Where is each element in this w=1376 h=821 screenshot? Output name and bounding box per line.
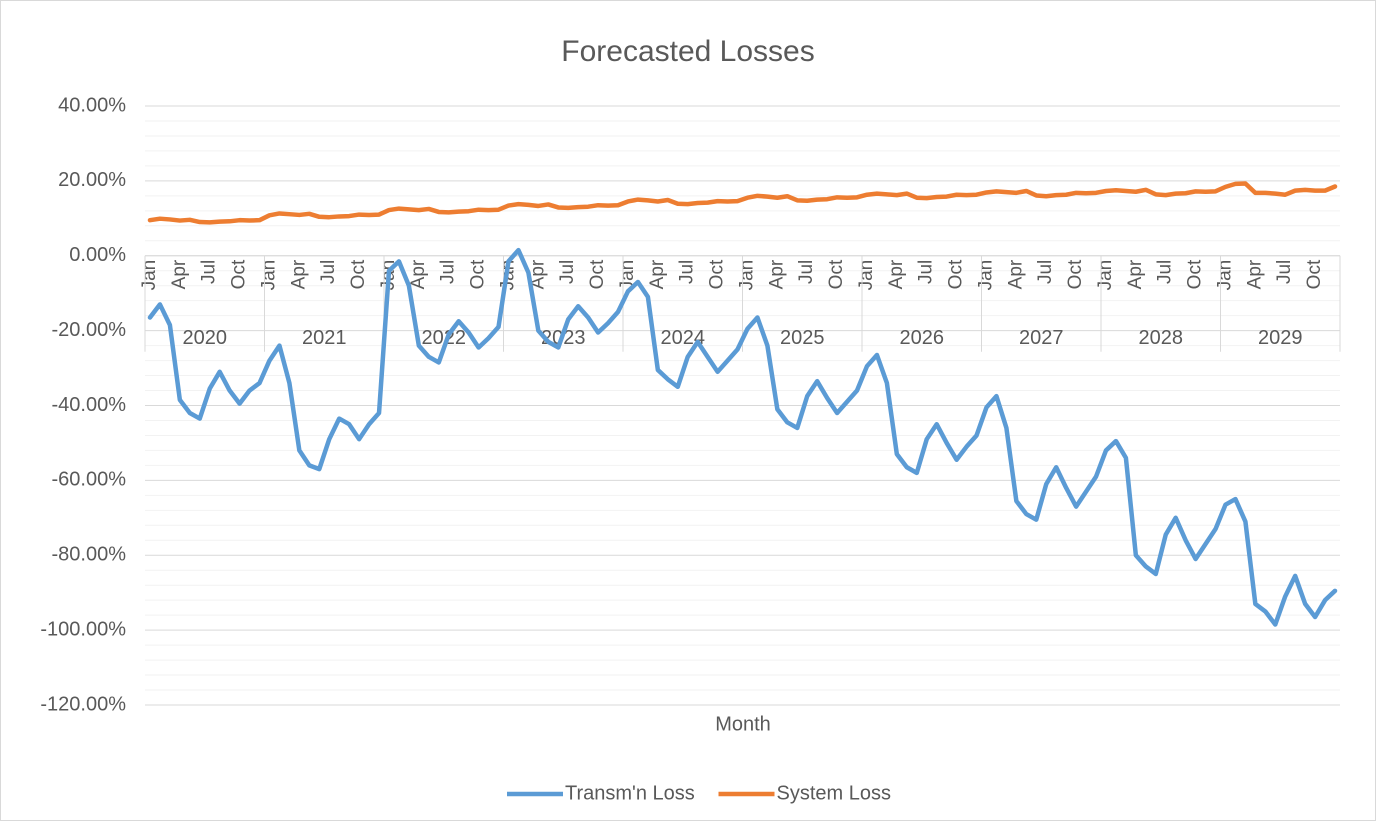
- x-tick-label: Jul: [1035, 260, 1056, 284]
- x-group-label: 2024: [661, 327, 706, 349]
- x-tick-label: Apr: [288, 259, 309, 289]
- y-tick-label: -120.00%: [40, 693, 126, 715]
- x-tick-label: Apr: [408, 259, 429, 289]
- y-tick-label: -20.00%: [52, 319, 127, 341]
- y-tick-label: -60.00%: [52, 469, 127, 491]
- x-group-label: 2025: [780, 327, 825, 349]
- x-tick-label: Oct: [707, 259, 728, 289]
- y-tick-label: 0.00%: [69, 244, 126, 266]
- series-line: [147, 181, 1338, 225]
- x-tick-label: Oct: [1304, 259, 1325, 289]
- x-tick-label: Jan: [1095, 260, 1116, 291]
- x-tick-label: Apr: [1005, 259, 1026, 289]
- x-tick-label: Apr: [766, 259, 787, 289]
- x-tick-label: Jan: [736, 260, 757, 291]
- x-tick-label: Jan: [139, 260, 160, 291]
- x-tick-label: Jul: [557, 260, 578, 284]
- x-tick-label: Jul: [1274, 260, 1295, 284]
- x-tick-label: Jul: [1155, 260, 1176, 284]
- x-tick-label: Oct: [587, 259, 608, 289]
- x-group-label: 2026: [900, 327, 945, 349]
- y-tick-label: 20.00%: [58, 169, 126, 191]
- x-group-label: 2020: [183, 327, 228, 349]
- x-tick-label: Oct: [348, 259, 369, 289]
- x-tick-label: Jul: [796, 260, 817, 284]
- chart-title: Forecasted Losses: [561, 35, 814, 68]
- x-tick-label: Jan: [617, 260, 638, 291]
- x-tick-label: Jul: [199, 260, 220, 284]
- x-tick-label: Apr: [886, 259, 907, 289]
- x-tick-label: Jul: [677, 260, 698, 284]
- x-axis-title: Month: [715, 713, 771, 735]
- y-tick-label: -100.00%: [40, 618, 126, 640]
- x-tick-label: Oct: [229, 259, 250, 289]
- legend-label: System Loss: [777, 782, 891, 804]
- x-tick-label: Oct: [1065, 259, 1086, 289]
- x-tick-label: Oct: [1185, 259, 1206, 289]
- y-tick-label: 40.00%: [58, 94, 126, 116]
- x-tick-label: Jan: [975, 260, 996, 291]
- x-tick-label: Oct: [468, 259, 489, 289]
- x-tick-label: Jan: [258, 260, 279, 291]
- x-tick-label: Jul: [916, 260, 937, 284]
- x-tick-label: Jan: [856, 260, 877, 291]
- x-group-label: 2022: [422, 327, 467, 349]
- x-tick-label: Apr: [1125, 259, 1146, 289]
- y-tick-label: -80.00%: [52, 544, 127, 566]
- x-tick-label: Apr: [169, 259, 190, 289]
- x-group-label: 2028: [1139, 327, 1184, 349]
- x-tick-label: Jul: [318, 260, 339, 284]
- legend-label: Transm'n Loss: [565, 782, 695, 804]
- x-group-label: 2029: [1258, 327, 1303, 349]
- x-tick-label: Oct: [826, 259, 847, 289]
- x-tick-label: Apr: [647, 259, 668, 289]
- x-tick-label: Apr: [527, 259, 548, 289]
- x-group-label: 2027: [1019, 327, 1064, 349]
- x-tick-label: Oct: [946, 259, 967, 289]
- x-tick-label: Jul: [438, 260, 459, 284]
- series-line: [147, 247, 1338, 627]
- y-tick-label: -40.00%: [52, 394, 127, 416]
- x-group-label: 2021: [302, 327, 347, 349]
- x-tick-label: Apr: [1244, 259, 1265, 289]
- x-tick-label: Jan: [1214, 260, 1235, 291]
